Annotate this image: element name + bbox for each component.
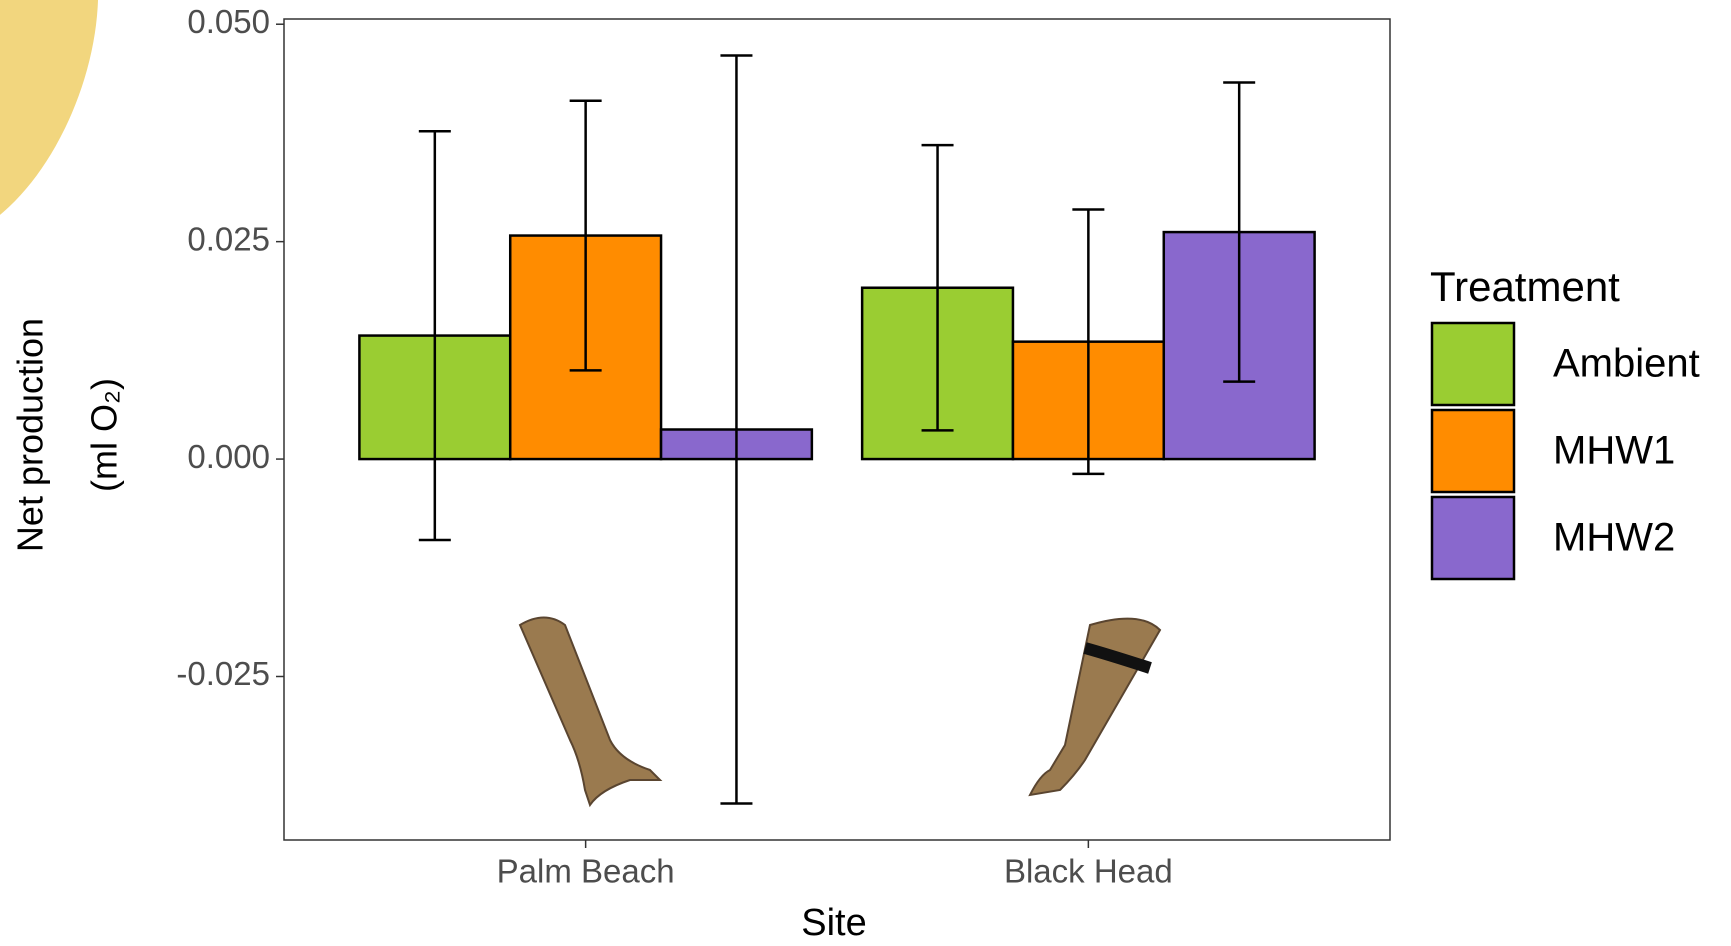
error-bar	[720, 54, 753, 805]
error-bar	[1072, 208, 1105, 476]
y-axis-title: Net production	[10, 318, 51, 552]
error-bar	[569, 99, 602, 372]
x-tick-label: Palm Beach	[497, 853, 675, 890]
error-bar	[1223, 81, 1256, 383]
panel-border	[283, 18, 1391, 841]
y-tick-label: 0.000	[187, 438, 270, 475]
hand-icon-left	[518, 616, 663, 808]
y-tick-label: -0.025	[176, 655, 270, 692]
error-bar	[418, 129, 451, 542]
decor-blob	[0, 0, 99, 243]
legend-label: MHW2	[1553, 516, 1675, 560]
legend-key	[1430, 495, 1516, 581]
y-tick-label: 0.025	[187, 220, 270, 257]
y-axis-title: (ml O₂)	[84, 378, 125, 492]
legend-label: MHW1	[1553, 429, 1675, 473]
x-axis-title: Site	[801, 902, 866, 944]
hand-icon-right	[1028, 617, 1162, 797]
error-bar	[921, 143, 954, 432]
legend-key	[1430, 408, 1516, 494]
x-tick-label: Black Head	[1004, 853, 1173, 890]
legend-label: Ambient	[1553, 342, 1700, 386]
y-tick-label: 0.050	[187, 3, 270, 40]
legend-title: Treatment	[1430, 263, 1620, 310]
legend-key	[1430, 321, 1516, 407]
